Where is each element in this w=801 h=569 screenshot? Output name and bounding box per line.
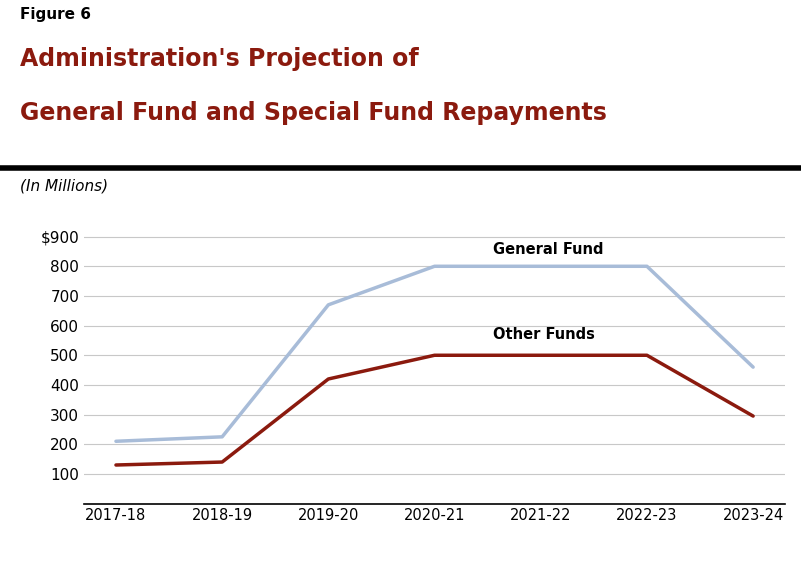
Text: Administration's Projection of: Administration's Projection of <box>20 47 419 71</box>
Text: General Fund: General Fund <box>493 242 603 257</box>
Text: Other Funds: Other Funds <box>493 327 595 342</box>
Text: General Fund and Special Fund Repayments: General Fund and Special Fund Repayments <box>20 101 607 125</box>
Text: Figure 6: Figure 6 <box>20 7 91 22</box>
Text: (In Millions): (In Millions) <box>20 178 108 193</box>
